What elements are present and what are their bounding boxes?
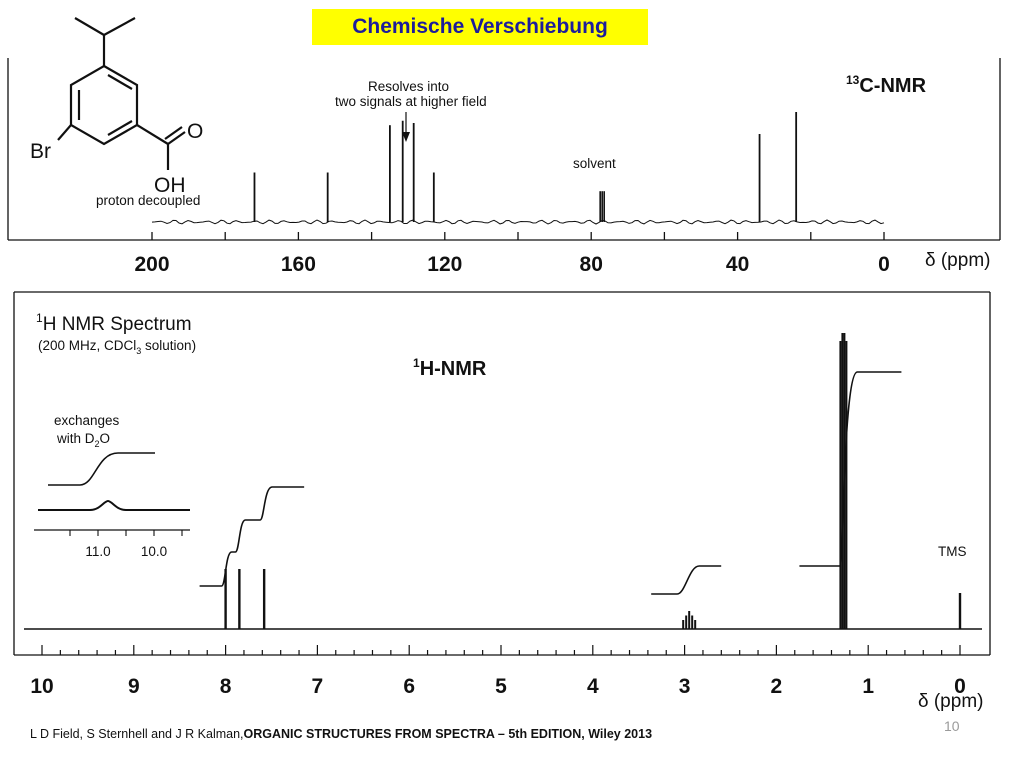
h1-label-main: H-NMR: [420, 358, 487, 380]
decoupled-annotation: proton decoupled: [96, 193, 200, 208]
inset-label-line2-main: with D: [56, 431, 95, 446]
h1-panel-title: 1H NMR Spectrum: [36, 311, 192, 335]
c13-tick-label: 80: [580, 253, 603, 276]
h1-panel-subtitle-main: (200 MHz, CDCl: [38, 338, 136, 353]
inset-tick-label: 11.0: [85, 544, 110, 559]
isopropyl-methyl-left: [74, 17, 105, 36]
inset-label-line2-end: O: [100, 431, 111, 446]
h1-spectrum-label: 1H-NMR: [413, 356, 487, 380]
inset-label-line1: exchanges: [54, 413, 120, 428]
h1-tick-label: 10: [30, 675, 53, 698]
hydroxyl-label: OH: [154, 174, 186, 197]
h1-tick-label: 2: [771, 675, 783, 698]
inset-tick-marks: 11.0 10.0: [69, 530, 183, 559]
ring-double-bond-top: [107, 74, 133, 90]
h1-tick-label: 1: [862, 675, 874, 698]
h1-label-superscript: 1: [413, 356, 420, 370]
h1-tick-label: 3: [679, 675, 691, 698]
inset-integral-curve: [48, 452, 155, 486]
inset-peak-curve: [38, 499, 190, 511]
inset-label-line2: with D2O: [56, 431, 110, 449]
tms-label: TMS: [938, 544, 967, 559]
h1-panel-subtitle: (200 MHz, CDCl3 solution): [38, 338, 196, 356]
resolves-annotation-line1: Resolves into: [368, 79, 449, 94]
h1-panel-title-sup: 1: [36, 311, 43, 325]
h1-tick-label: 4: [587, 675, 599, 698]
page-number: 10: [944, 718, 960, 734]
c13-label-main: C-NMR: [859, 75, 926, 97]
h1-xaxis-label: δ (ppm): [918, 691, 983, 712]
h1-integral-curves: [199, 371, 902, 595]
h1-panel-subtitle-end: solution): [141, 338, 196, 353]
h1-tick-label: 0: [954, 675, 966, 698]
h1-tick-label: 7: [312, 675, 324, 698]
c13-frame: [7, 58, 1001, 241]
h1-peaks: [224, 333, 962, 629]
c13-peaks: [253, 112, 798, 222]
h1-tick-label: 5: [495, 675, 507, 698]
c13-tick-label: 0: [878, 253, 890, 276]
c13-baseline-trace: [151, 219, 885, 225]
c13-tick-label: 40: [726, 253, 749, 276]
h1-integral-aromatic: [199, 486, 305, 587]
citation-title: ORGANIC STRUCTURES FROM SPECTRA – 5th ED…: [243, 727, 653, 741]
slide-title: Chemische Verschiebung: [312, 9, 648, 45]
resolves-annotation-line2: two signals at higher field: [335, 94, 487, 109]
bromine-label: Br: [30, 140, 51, 163]
c13-xaxis-label: δ (ppm): [925, 250, 990, 271]
h1-frame: [13, 291, 991, 656]
citation: L D Field, S Sternhell and J R Kalman,OR…: [30, 727, 652, 741]
c-o-double-2: [164, 126, 183, 140]
h1-tick-marks: [41, 645, 961, 655]
h1-tick-label: 9: [128, 675, 140, 698]
isopropyl-methyl-right: [103, 17, 136, 36]
h1-panel-title-main: H NMR Spectrum: [43, 314, 192, 335]
c13-label-superscript: 13: [846, 73, 860, 87]
h1-integral-ch3: [799, 371, 902, 567]
carboxyl-bond: [136, 124, 169, 145]
carbonyl-oxygen-label: O: [187, 120, 203, 143]
inset-label-line2-sub: 2: [95, 439, 100, 449]
c13-tick-marks: [151, 232, 885, 240]
h1-integral-ch: [651, 565, 722, 595]
resolves-arrowhead-icon: [402, 132, 410, 142]
h1-tick-labels: 10 9 8 7 6 5 4 3 2 1 0: [30, 675, 966, 698]
ring-double-bond-bottom: [107, 120, 133, 136]
c13-spectrum-label: 13C-NMR: [846, 73, 927, 97]
c13-tick-label: 200: [134, 253, 169, 276]
molecule-structure: [57, 17, 186, 170]
citation-authors: L D Field, S Sternhell and J R Kalman,: [30, 727, 244, 741]
bromine-bond: [57, 124, 72, 141]
inset-tick-label: 10.0: [141, 544, 167, 559]
h1-tick-label: 6: [403, 675, 415, 698]
c-o-double-1: [167, 131, 186, 145]
solvent-annotation: solvent: [573, 156, 616, 171]
c13-tick-label: 120: [427, 253, 462, 276]
h1-tick-label: 8: [220, 675, 232, 698]
h1-panel-subtitle-sub: 3: [136, 346, 141, 356]
c13-tick-labels: 200 160 120 80 40 0: [134, 253, 889, 276]
c13-tick-label: 160: [281, 253, 316, 276]
benzene-ring: [69, 64, 139, 146]
